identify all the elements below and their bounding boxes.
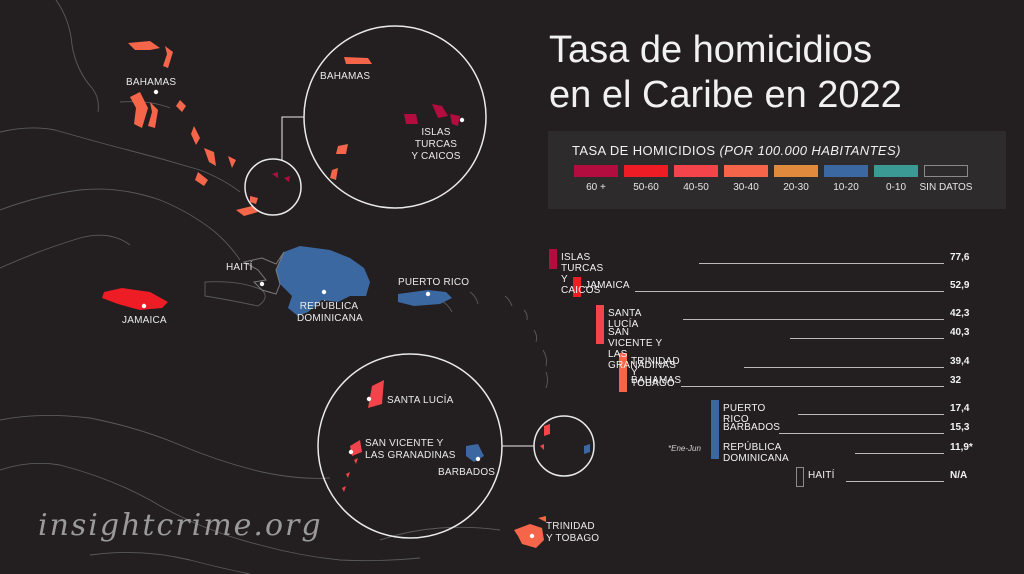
legend-swatch: [874, 165, 918, 177]
legend-heading-main: TASA DE HOMICIDIOS: [572, 143, 720, 158]
ranking-bar: [619, 353, 627, 392]
ranking-value: 15,3: [950, 422, 970, 433]
legend-swatch: [924, 165, 968, 177]
ranking-value: 11,9*: [950, 442, 973, 453]
label-bahamas-inset: BAHAMAS: [320, 71, 371, 82]
legend-label: SIN DATOS: [919, 182, 973, 193]
legend-swatch: [674, 165, 718, 177]
ranking-bar: [711, 400, 719, 459]
label-bahamas: BAHAMAS: [126, 77, 177, 88]
ranking-leader-line: [790, 338, 944, 339]
legend-label: 50-60: [633, 182, 659, 193]
legend-swatch: [574, 165, 618, 177]
ranking-value: 32: [950, 375, 962, 386]
label-dr-line2: DOMINICANA: [297, 313, 363, 324]
ranking-leader-line: [683, 319, 944, 320]
legend-swatch: [724, 165, 768, 177]
legend-swatch: [774, 165, 818, 177]
label-trinidad-line1: TRINIDAD: [546, 521, 595, 532]
ranking-country: REPÚBLICA DOMINICANA: [723, 442, 789, 464]
label-turks-line2: Y CAICOS: [411, 151, 461, 162]
ranking-country: PUERTO RICO: [723, 403, 766, 425]
ranking-country: ISLAS TURCAS Y CAICOS: [561, 252, 604, 296]
ranking-value: 42,3: [950, 308, 970, 319]
ranking-country: JAMAICA: [585, 280, 630, 291]
label-trinidad-line2: Y TOBAGO: [546, 533, 600, 544]
insightcrime-logo: insightcrime.org: [38, 508, 323, 543]
legend-label: 20-30: [783, 182, 809, 193]
ranking-country: TRINIDAD Y TOBAGO: [631, 356, 680, 389]
ranking-value: 40,3: [950, 327, 970, 338]
inset-lesser-antilles: [317, 353, 595, 539]
tobago-shape: [538, 516, 546, 522]
ranking-leader-line: [798, 414, 944, 415]
title-line1: Tasa de homicidios: [549, 29, 873, 71]
hispaniola-dr: [276, 246, 370, 316]
footnote: *Ene-Jun: [668, 444, 701, 453]
legend-swatch: [824, 165, 868, 177]
title-line2: en el Caribe en 2022: [549, 74, 902, 116]
ranking-value: N/A: [950, 470, 968, 481]
legend-label: 40-50: [683, 182, 709, 193]
label-barbados: BARBADOS: [438, 467, 496, 478]
ranking-bar: [573, 277, 581, 297]
ranking-leader-line: [699, 263, 944, 264]
ranking-country: SANTA LUCÍA: [608, 308, 642, 330]
ranking-leader-line: [779, 433, 944, 434]
ranking-country: BARBADOS: [723, 422, 781, 433]
label-turks: ISLAS TURCAS Y CAICOS: [404, 127, 468, 163]
legend-label: 0-10: [885, 182, 906, 193]
ranking-value: 17,4: [950, 403, 970, 414]
label-haiti: HAITÍ: [226, 262, 253, 273]
legend-heading: TASA DE HOMICIDIOS (POR 100.000 HABITANT…: [572, 143, 901, 158]
ranking-leader-line: [855, 453, 944, 454]
legend-swatch: [624, 165, 668, 177]
ranking-leader-line: [681, 386, 944, 387]
page-title: Tasa de homicidios en el Caribe en 2022: [549, 28, 902, 118]
jamaica-shape: [102, 288, 168, 310]
ranking-country: BAHAMAS: [631, 375, 682, 386]
ranking-leader-line: [744, 367, 944, 368]
inset-bahamas: [244, 25, 487, 216]
coastlines: [0, 0, 548, 574]
label-jamaica: JAMAICA: [122, 315, 167, 326]
ranking-value: 52,9: [950, 280, 970, 291]
label-san-vicente-line2: LAS GRANADINAS: [365, 450, 456, 461]
ranking-bar: [596, 305, 604, 344]
label-san-vicente-line1: SAN VICENTE Y: [365, 438, 444, 449]
ranking-bar: [549, 249, 557, 269]
legend-label: 30-40: [733, 182, 759, 193]
eastern-islands-small: [540, 424, 550, 450]
ranking-country: HAITÍ: [808, 470, 835, 481]
haiti-outline: [242, 251, 285, 295]
barbados-small: [584, 444, 590, 454]
ranking-leader-line: [635, 291, 944, 292]
legend-label: 10-20: [833, 182, 859, 193]
legend-panel: TASA DE HOMICIDIOS (POR 100.000 HABITANT…: [548, 131, 1006, 209]
turks-small-shapes: [272, 172, 290, 182]
bahamas-shapes: [128, 41, 258, 216]
label-dr-line1: REPÚBLICA: [299, 301, 359, 312]
label-trinidad: TRINIDAD Y TOBAGO: [546, 521, 599, 545]
ranking-country: SAN VICENTE Y LAS GRANADINAS: [608, 327, 677, 371]
ranking-value: 77,6: [950, 252, 970, 263]
puerto-rico-shape: [398, 290, 452, 306]
ranking-value: 39,4: [950, 356, 970, 367]
legend-heading-units: (POR 100.000 HABITANTES): [719, 143, 901, 158]
label-san-vicente: SAN VICENTE Y LAS GRANADINAS: [365, 438, 456, 462]
label-santa-lucia: SANTA LUCÍA: [387, 395, 454, 406]
legend-label: 60 +: [586, 182, 606, 193]
ranking-leader-line: [845, 481, 944, 482]
ranking-bar: [796, 467, 804, 487]
trinidad-shape: [514, 524, 544, 548]
label-turks-line1: ISLAS TURCAS: [414, 127, 458, 150]
location-dots: [141, 89, 535, 539]
label-puerto-rico: PUERTO RICO: [398, 277, 470, 288]
label-dr: REPÚBLICA DOMINICANA: [297, 301, 363, 325]
